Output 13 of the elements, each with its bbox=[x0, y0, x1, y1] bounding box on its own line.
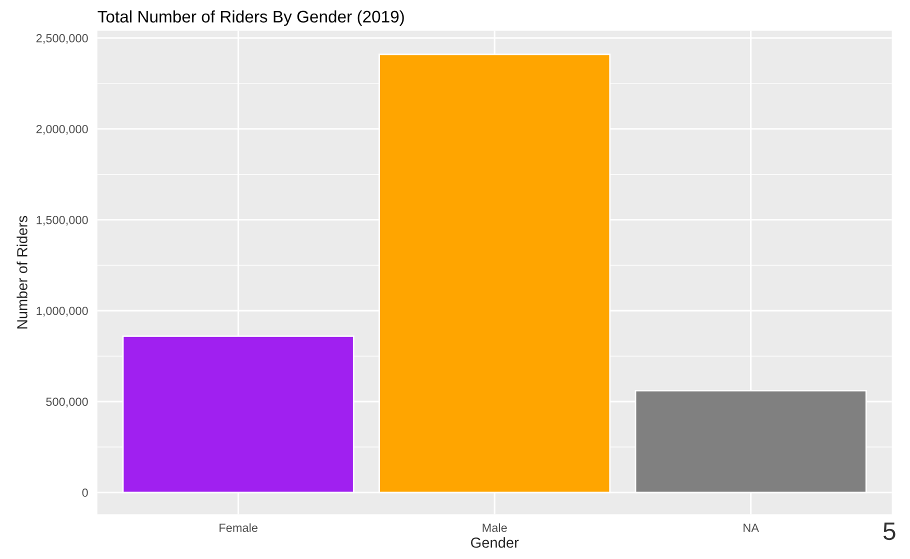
y-axis-title: Number of Riders bbox=[16, 216, 28, 328]
x-tick-label: NA bbox=[744, 524, 760, 532]
x-tick-label: Female bbox=[220, 523, 258, 532]
y-tick-label: 2,500,000 bbox=[36, 34, 88, 44]
x-tick-label: Male bbox=[482, 523, 507, 532]
x-axis-title: Gender bbox=[471, 537, 519, 548]
text: 5 bbox=[883, 522, 896, 540]
y-tick-label: 500,000 bbox=[46, 398, 88, 408]
y-tick-label: 1,500,000 bbox=[36, 216, 88, 226]
y-tick-label: 2,000,000 bbox=[36, 124, 88, 135]
y-tick-label: 1,000,000 bbox=[36, 306, 88, 316]
y-tick-label: 0 bbox=[82, 488, 88, 497]
chart-title: Total Number of Riders By Gender (2019) bbox=[98, 10, 404, 26]
